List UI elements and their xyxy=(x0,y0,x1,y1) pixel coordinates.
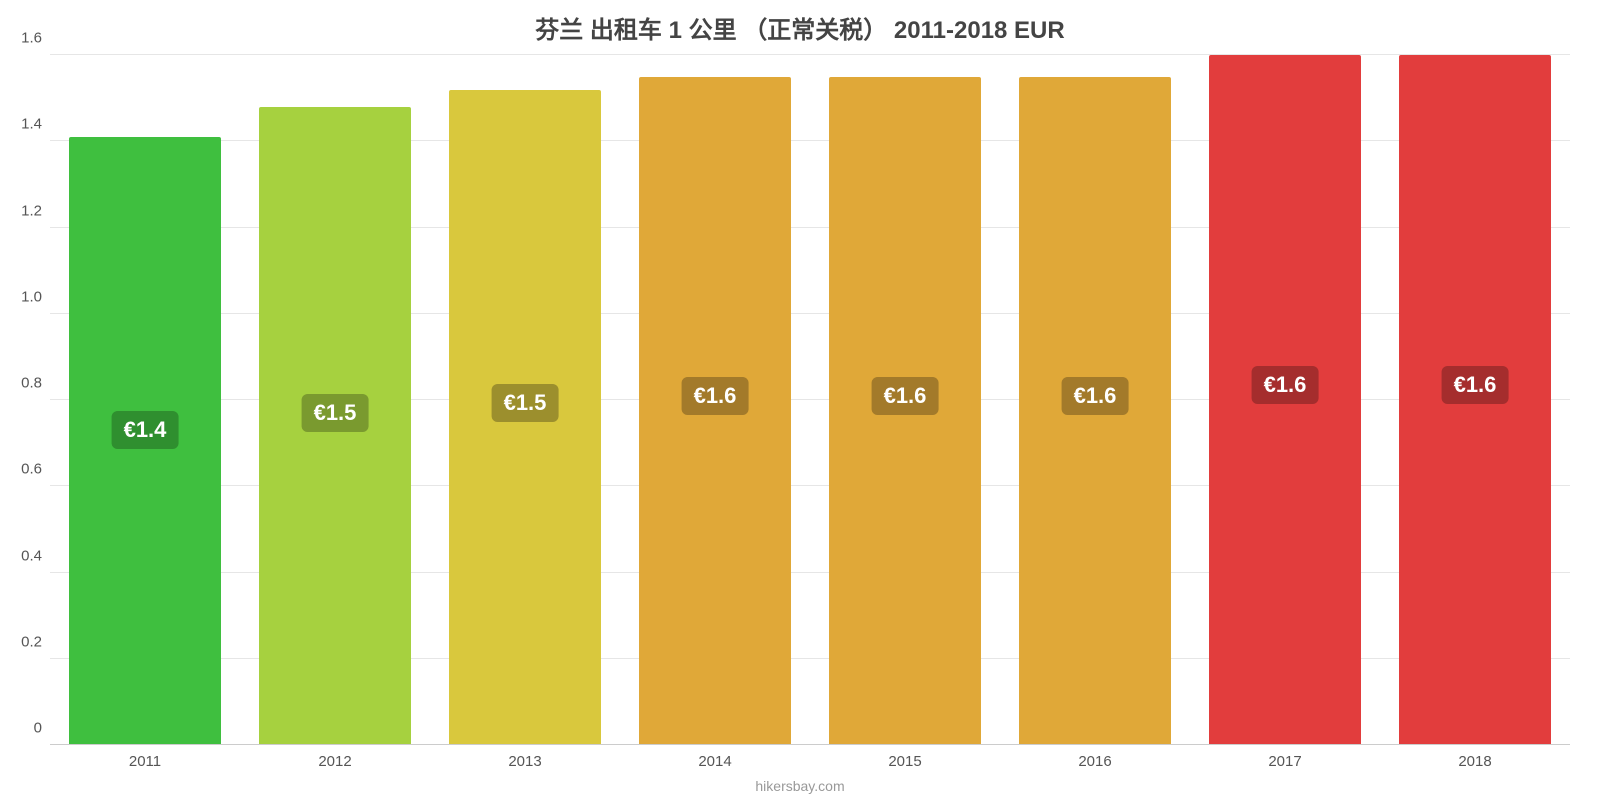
y-tick-label: 1.0 xyxy=(21,288,50,305)
y-tick-label: 1.4 xyxy=(21,116,50,133)
x-tick-label: 2015 xyxy=(888,745,921,770)
bar: €1.4 xyxy=(69,137,221,745)
x-tick-label: 2014 xyxy=(698,745,731,770)
x-tick-label: 2018 xyxy=(1458,745,1491,770)
bar-slot: €1.52012 xyxy=(240,55,430,745)
bar-slot: €1.62017 xyxy=(1190,55,1380,745)
bar-slot: €1.62014 xyxy=(620,55,810,745)
bar: €1.6 xyxy=(639,77,791,745)
bar-slot: €1.62016 xyxy=(1000,55,1190,745)
bar-value-badge: €1.6 xyxy=(872,377,939,415)
x-tick-label: 2017 xyxy=(1268,745,1301,770)
y-tick-label: 0.8 xyxy=(21,375,50,392)
bar-slot: €1.52013 xyxy=(430,55,620,745)
bar-value-badge: €1.4 xyxy=(112,411,179,449)
bar: €1.6 xyxy=(1019,77,1171,745)
bar: €1.5 xyxy=(259,107,411,745)
chart-title: 芬兰 出租车 1 公里 （正常关税） 2011-2018 EUR xyxy=(0,0,1600,45)
bar-value-badge: €1.6 xyxy=(1442,366,1509,404)
bar: €1.6 xyxy=(1399,55,1551,745)
y-tick-label: 1.6 xyxy=(21,30,50,47)
bar-slot: €1.62018 xyxy=(1380,55,1570,745)
bar-value-badge: €1.6 xyxy=(682,377,749,415)
x-tick-label: 2013 xyxy=(508,745,541,770)
bar-value-badge: €1.5 xyxy=(492,384,559,422)
x-tick-label: 2011 xyxy=(129,745,161,770)
bar-slot: €1.42011 xyxy=(50,55,240,745)
plot-area: 00.20.40.60.81.01.21.41.6 €1.42011€1.520… xyxy=(50,55,1570,745)
attribution-text: hikersbay.com xyxy=(0,778,1600,794)
bars-container: €1.42011€1.52012€1.52013€1.62014€1.62015… xyxy=(50,55,1570,745)
bar-value-badge: €1.6 xyxy=(1252,366,1319,404)
x-axis-line xyxy=(50,744,1570,745)
y-tick-label: 0 xyxy=(34,720,50,737)
y-tick-label: 0.6 xyxy=(21,461,50,478)
y-tick-label: 0.4 xyxy=(21,547,50,564)
y-tick-label: 1.2 xyxy=(21,202,50,219)
x-tick-label: 2012 xyxy=(318,745,351,770)
x-tick-label: 2016 xyxy=(1078,745,1111,770)
bar: €1.6 xyxy=(1209,55,1361,745)
bar-slot: €1.62015 xyxy=(810,55,1000,745)
y-tick-label: 0.2 xyxy=(21,633,50,650)
bar: €1.5 xyxy=(449,90,601,746)
bar-value-badge: €1.6 xyxy=(1062,377,1129,415)
bar-value-badge: €1.5 xyxy=(302,394,369,432)
bar: €1.6 xyxy=(829,77,981,745)
